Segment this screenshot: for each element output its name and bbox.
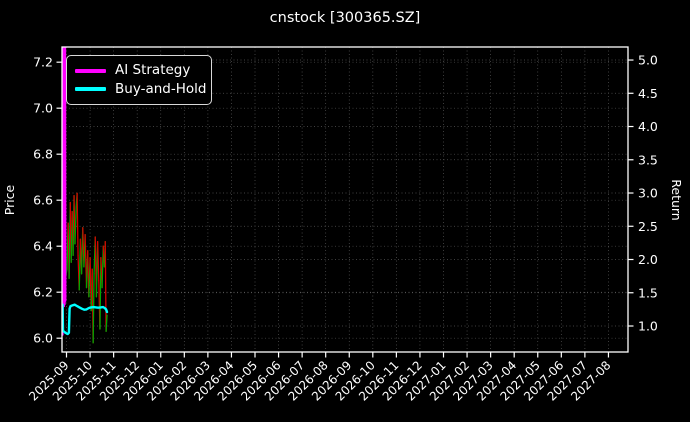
ai-strategy-line-swatch xyxy=(75,68,106,73)
chart-title: cnstock [300365.SZ] xyxy=(270,10,421,26)
price-tick-label: 6.6 xyxy=(33,193,53,208)
price-tick-label: 7.0 xyxy=(33,101,53,116)
return-tick-label: 5.0 xyxy=(638,53,658,68)
return-axis-label: Return xyxy=(669,179,684,220)
return-tick-label: 3.0 xyxy=(638,186,658,201)
price-tick-label: 7.2 xyxy=(33,55,53,70)
legend-item-buy-and-hold: Buy-and-Hold xyxy=(75,80,211,97)
price-line-segment xyxy=(74,206,77,245)
return-tick-label: 2.5 xyxy=(638,219,658,234)
legend: AI Strategy Buy-and-Hold xyxy=(66,55,212,105)
return-tick-label: 1.0 xyxy=(638,319,658,334)
price-tick-label: 6.0 xyxy=(33,331,53,346)
buy-and-hold-line xyxy=(62,303,109,336)
plot-border xyxy=(61,46,629,353)
return-tick-label: 3.5 xyxy=(638,152,658,167)
legend-item-ai-strategy: AI Strategy xyxy=(75,62,211,78)
price-line-segment xyxy=(76,192,79,257)
return-tick-label: 1.5 xyxy=(638,285,658,300)
price-line-segment xyxy=(96,240,100,282)
price-line-segment xyxy=(104,240,107,332)
return-tick-label: 4.0 xyxy=(638,119,658,134)
return-tick-label: 2.0 xyxy=(638,252,658,267)
legend-label-buy-and-hold: Buy-and-Hold xyxy=(115,80,207,97)
price-tick-label: 6.8 xyxy=(33,147,53,162)
legend-label-ai-strategy: AI Strategy xyxy=(115,62,191,78)
tick-layer: 2025-092025-102025-112025-122026-012026-… xyxy=(26,53,658,404)
buy-and-hold-line-swatch xyxy=(75,87,106,92)
price-tick-label: 6.2 xyxy=(33,285,53,300)
price-tick-label: 6.4 xyxy=(33,239,53,254)
return-tick-label: 4.5 xyxy=(638,86,658,101)
price-line-segment xyxy=(105,314,108,332)
price-axis-label: Price xyxy=(2,184,17,215)
